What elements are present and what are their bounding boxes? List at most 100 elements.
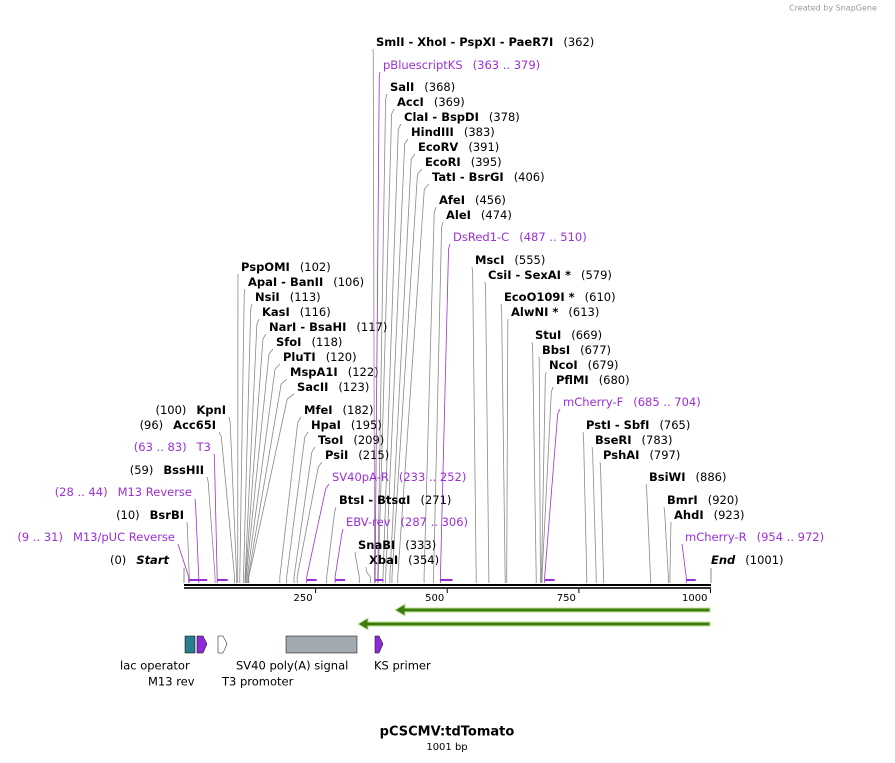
label-name: NsiI — [255, 290, 280, 304]
label-position: (182) — [343, 403, 374, 417]
label-name: CsiI - SexAI * — [488, 268, 571, 282]
leader — [484, 281, 490, 583]
leader — [247, 378, 288, 583]
label-name: TatI - BsrGI — [432, 170, 504, 184]
label-position: (579) — [581, 268, 612, 282]
label-position: (555) — [514, 253, 545, 267]
label-position: (368) — [424, 80, 455, 94]
label-position: (122) — [348, 365, 379, 379]
label-position: (106) — [333, 275, 364, 289]
label-name: KasI — [262, 305, 290, 319]
label-position: (102) — [300, 260, 331, 274]
leader — [239, 288, 246, 583]
leader — [218, 431, 235, 583]
label-position: (116) — [300, 305, 331, 319]
label: EcoRI (395) — [425, 155, 502, 169]
label: BsiWI (886) — [649, 470, 726, 484]
label: NarI - BsaHI (117) — [269, 320, 387, 334]
label-position: (363 .. 379) — [473, 58, 541, 72]
label-position: (333) — [405, 538, 436, 552]
label: (28 .. 44) M13 Reverse — [55, 485, 192, 499]
label-name: pBluescriptKS — [383, 58, 463, 72]
label: TatI - BsrGI (406) — [432, 170, 545, 184]
label-position: (0) — [110, 553, 126, 567]
label: HindIII (383) — [411, 125, 495, 139]
label-name: SmlI - XhoI - PspXI - PaeR7I — [376, 35, 553, 49]
label-name: M13 Reverse — [118, 485, 192, 499]
leader — [245, 333, 267, 583]
leader — [246, 363, 281, 583]
leader — [286, 431, 309, 583]
leader — [433, 221, 444, 583]
label: XbaI (354) — [369, 553, 439, 567]
label-position: (354) — [408, 553, 439, 567]
leader — [544, 408, 561, 583]
leader — [681, 543, 687, 583]
label-position: (100) — [155, 403, 186, 417]
label: EBV-rev (287 .. 306) — [346, 515, 468, 529]
leader — [293, 446, 316, 583]
label-position: (59) — [130, 463, 154, 477]
label: mCherry-F (685 .. 704) — [563, 395, 701, 409]
label-position: (113) — [290, 290, 321, 304]
label-name: DsRed1-C — [453, 230, 509, 244]
label: SmlI - XhoI - PspXI - PaeR7I (362) — [376, 35, 594, 49]
leader — [591, 446, 597, 583]
label-position: (783) — [642, 433, 673, 447]
feature-box — [184, 635, 196, 654]
feature-label: lac operator — [120, 659, 190, 673]
feature-box — [217, 635, 228, 654]
label-position: (395) — [471, 155, 502, 169]
label-name: T3 — [196, 440, 211, 454]
label: PluTI (120) — [283, 350, 357, 364]
label-name: MscI — [475, 253, 504, 267]
label-name: EcoRI — [425, 155, 461, 169]
tick-label: 750 — [557, 593, 576, 604]
label: MfeI (182) — [304, 403, 373, 417]
leader — [372, 48, 375, 583]
label-name: XbaI — [369, 553, 398, 567]
label-name: PsiI — [325, 448, 348, 462]
label: DsRed1-C (487 .. 510) — [453, 230, 587, 244]
label-name: NarI - BsaHI — [269, 320, 346, 334]
label-name: MfeI — [304, 403, 333, 417]
leader — [248, 393, 295, 583]
leader — [645, 483, 651, 583]
label-name: M13/pUC Reverse — [73, 530, 175, 544]
tick-label: 250 — [294, 593, 313, 604]
leader — [439, 243, 451, 583]
leader — [541, 371, 547, 583]
label-position: (9 .. 31) — [17, 530, 63, 544]
label: (10) BsrBI — [116, 508, 184, 522]
label: (100) KpnI — [155, 403, 226, 417]
label: EcoO109I * (610) — [504, 290, 616, 304]
label: PshAI (797) — [603, 448, 680, 462]
ruler — [184, 587, 711, 589]
leader — [177, 543, 190, 583]
leader — [244, 318, 260, 583]
label-position: (120) — [326, 350, 357, 364]
label: PflMI (680) — [556, 373, 630, 387]
label-name: NcoI — [549, 358, 578, 372]
label-name: MspA1I — [290, 365, 338, 379]
label: pBluescriptKS (363 .. 379) — [383, 58, 540, 72]
leader — [599, 461, 604, 583]
label-name: mCherry-F — [563, 395, 623, 409]
subtitle: 1001 bp — [426, 742, 467, 753]
label: ClaI - BspDI (378) — [404, 110, 520, 124]
label-name: SV40pA-R — [332, 470, 389, 484]
label-name: AlwNI * — [511, 305, 558, 319]
label-name: End — [711, 553, 736, 567]
label-name: EcoRV — [418, 140, 458, 154]
label-name: BseRI — [595, 433, 632, 447]
label-position: (920) — [708, 493, 739, 507]
label: AhdI (923) — [674, 508, 745, 522]
label: (0) Start — [110, 553, 170, 567]
tick-label: 500 — [425, 593, 444, 604]
label: CsiI - SexAI * (579) — [488, 268, 612, 282]
label: BseRI (783) — [595, 433, 672, 447]
label: (9 .. 31) M13/pUC Reverse — [17, 530, 175, 544]
label: AleI (474) — [446, 208, 512, 222]
leader — [669, 521, 672, 583]
label-name: SalI — [390, 80, 414, 94]
